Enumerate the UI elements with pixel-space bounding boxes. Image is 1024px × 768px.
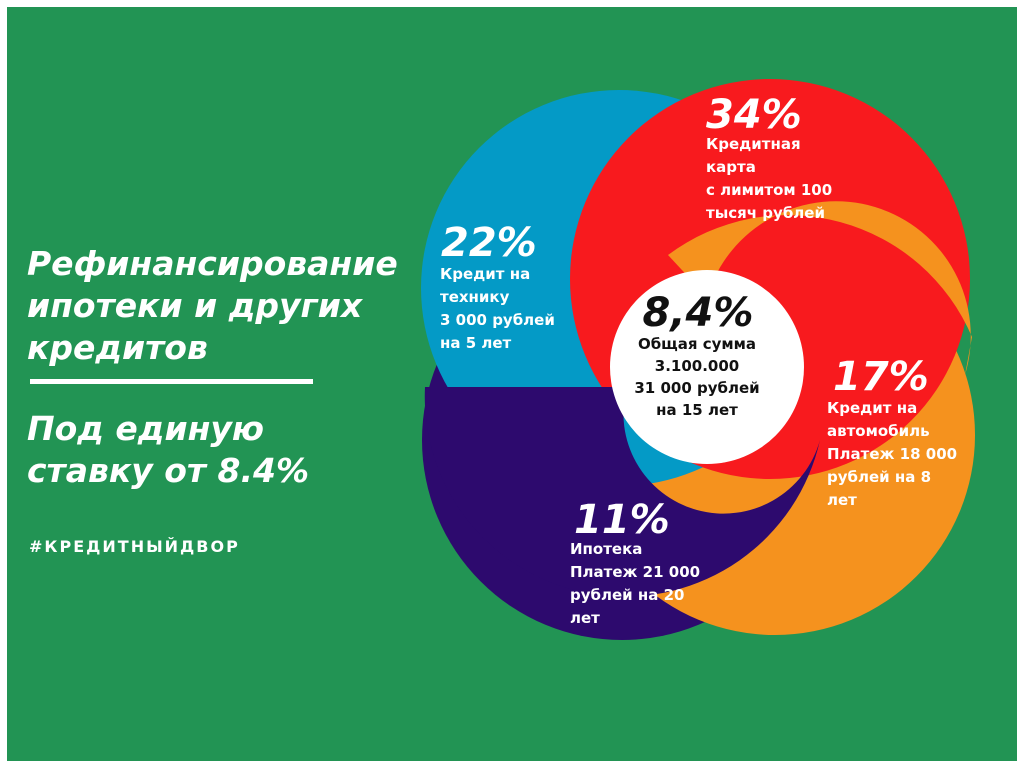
mortgage-label-4: лет (570, 609, 600, 627)
auto-label-4: рублей на 8 (827, 468, 931, 486)
auto-label-2: автомобиль (827, 422, 930, 440)
center-percent: 8,4% (643, 290, 754, 336)
headline-line-1: Рефинансирование (27, 244, 398, 283)
mortgage-label-1: Ипотека (570, 540, 642, 558)
infographic-background: Рефинансирование ипотеки и других кредит… (7, 7, 1017, 761)
tech-label-3: 3 000 рублей (440, 311, 555, 329)
mortgage-label-3: рублей на 20 (570, 586, 684, 604)
mortgage-overlap (424, 387, 820, 597)
center-label-4: на 15 лет (656, 401, 738, 419)
divider-line (30, 379, 313, 384)
center-label-1: Общая сумма (638, 335, 756, 353)
credit-card-label-1: Кредитная (706, 135, 801, 153)
center-circle (610, 270, 804, 464)
mortgage-label-2: Платеж 21 000 (570, 563, 700, 581)
auto-percent: 17% (833, 354, 929, 400)
auto-label-5: лет (827, 491, 857, 509)
tech-label-2: технику (440, 288, 510, 306)
subheadline-line-2: ставку от 8.4% (27, 451, 310, 490)
subheadline: Под единую ставку от 8.4% (27, 408, 407, 492)
auto-label-3: Платеж 18 000 (827, 445, 957, 463)
center-label-3: 31 000 рублей (634, 379, 759, 397)
auto-label-1: Кредит на (827, 399, 917, 417)
mortgage-percent: 11% (574, 497, 670, 543)
center-label-2: 3.100.000 (655, 357, 739, 375)
credit-card-label-3: с лимитом 100 (706, 181, 832, 199)
credit-card-label-4: тысяч рублей (706, 204, 825, 222)
headline: Рефинансирование ипотеки и других кредит… (27, 243, 407, 369)
subheadline-line-1: Под единую (27, 409, 264, 448)
tech-label-4: на 5 лет (440, 334, 512, 352)
hashtag: #КРЕДИТНЫЙДВОР (29, 537, 240, 556)
tech-percent: 22% (441, 220, 537, 266)
auto-overlap (668, 201, 972, 375)
credit-card-label-2: карта (706, 158, 756, 176)
headline-line-2: ипотеки и других (27, 286, 363, 325)
tech-label-1: Кредит на (440, 265, 530, 283)
credit-card-percent: 34% (706, 92, 802, 138)
overlapping-circles-diagram: 34% Кредитная карта с лимитом 100 тысяч … (421, 79, 975, 640)
headline-line-3: кредитов (27, 328, 208, 367)
